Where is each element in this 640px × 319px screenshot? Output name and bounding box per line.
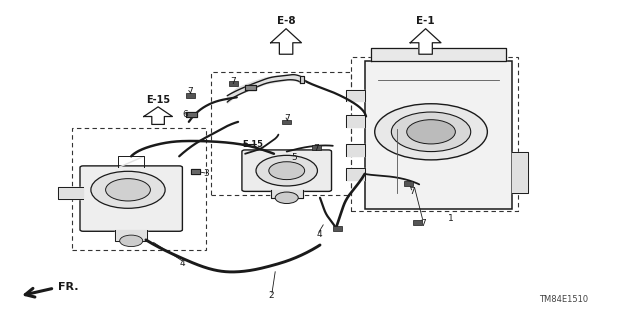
Polygon shape [115,230,147,241]
Polygon shape [144,107,172,124]
Text: 2: 2 [269,291,275,300]
FancyBboxPatch shape [242,150,332,191]
Circle shape [91,171,165,208]
Circle shape [120,235,143,247]
FancyBboxPatch shape [80,166,182,231]
Text: 1: 1 [448,214,454,223]
Polygon shape [346,115,365,127]
Polygon shape [410,29,441,54]
Text: 7: 7 [420,219,426,228]
Text: 7: 7 [314,144,319,153]
Text: 3: 3 [204,169,209,178]
Text: 5: 5 [291,153,297,162]
Text: E-15: E-15 [146,95,170,105]
Polygon shape [371,48,506,61]
FancyBboxPatch shape [312,145,321,150]
Text: 7: 7 [230,77,236,86]
Text: E-15: E-15 [242,140,263,149]
Polygon shape [191,169,200,174]
FancyBboxPatch shape [186,93,195,98]
FancyBboxPatch shape [365,61,512,209]
FancyBboxPatch shape [413,220,422,225]
Polygon shape [346,168,365,180]
FancyBboxPatch shape [404,181,413,186]
Text: 7: 7 [187,87,193,96]
Polygon shape [346,144,365,156]
FancyBboxPatch shape [282,120,291,124]
Circle shape [269,162,305,180]
Text: 7: 7 [284,115,290,123]
Circle shape [256,155,317,186]
Circle shape [375,104,488,160]
Text: E-1: E-1 [416,16,435,26]
Circle shape [407,120,456,144]
Text: 4: 4 [317,230,323,239]
Polygon shape [271,29,301,54]
FancyBboxPatch shape [333,226,342,231]
Polygon shape [300,76,304,83]
Polygon shape [512,152,528,193]
Text: FR.: FR. [58,282,78,293]
Text: TM84E1510: TM84E1510 [539,295,588,304]
Circle shape [391,112,471,152]
Text: 7: 7 [410,187,415,196]
FancyBboxPatch shape [229,81,238,86]
Polygon shape [186,112,197,117]
Circle shape [106,179,150,201]
Polygon shape [58,187,83,199]
Text: E-8: E-8 [276,16,296,26]
Polygon shape [118,156,144,167]
Circle shape [275,192,298,204]
Polygon shape [245,85,256,90]
Polygon shape [271,190,303,198]
Text: 6: 6 [182,110,188,119]
Text: 4: 4 [179,259,185,268]
Polygon shape [346,90,365,101]
